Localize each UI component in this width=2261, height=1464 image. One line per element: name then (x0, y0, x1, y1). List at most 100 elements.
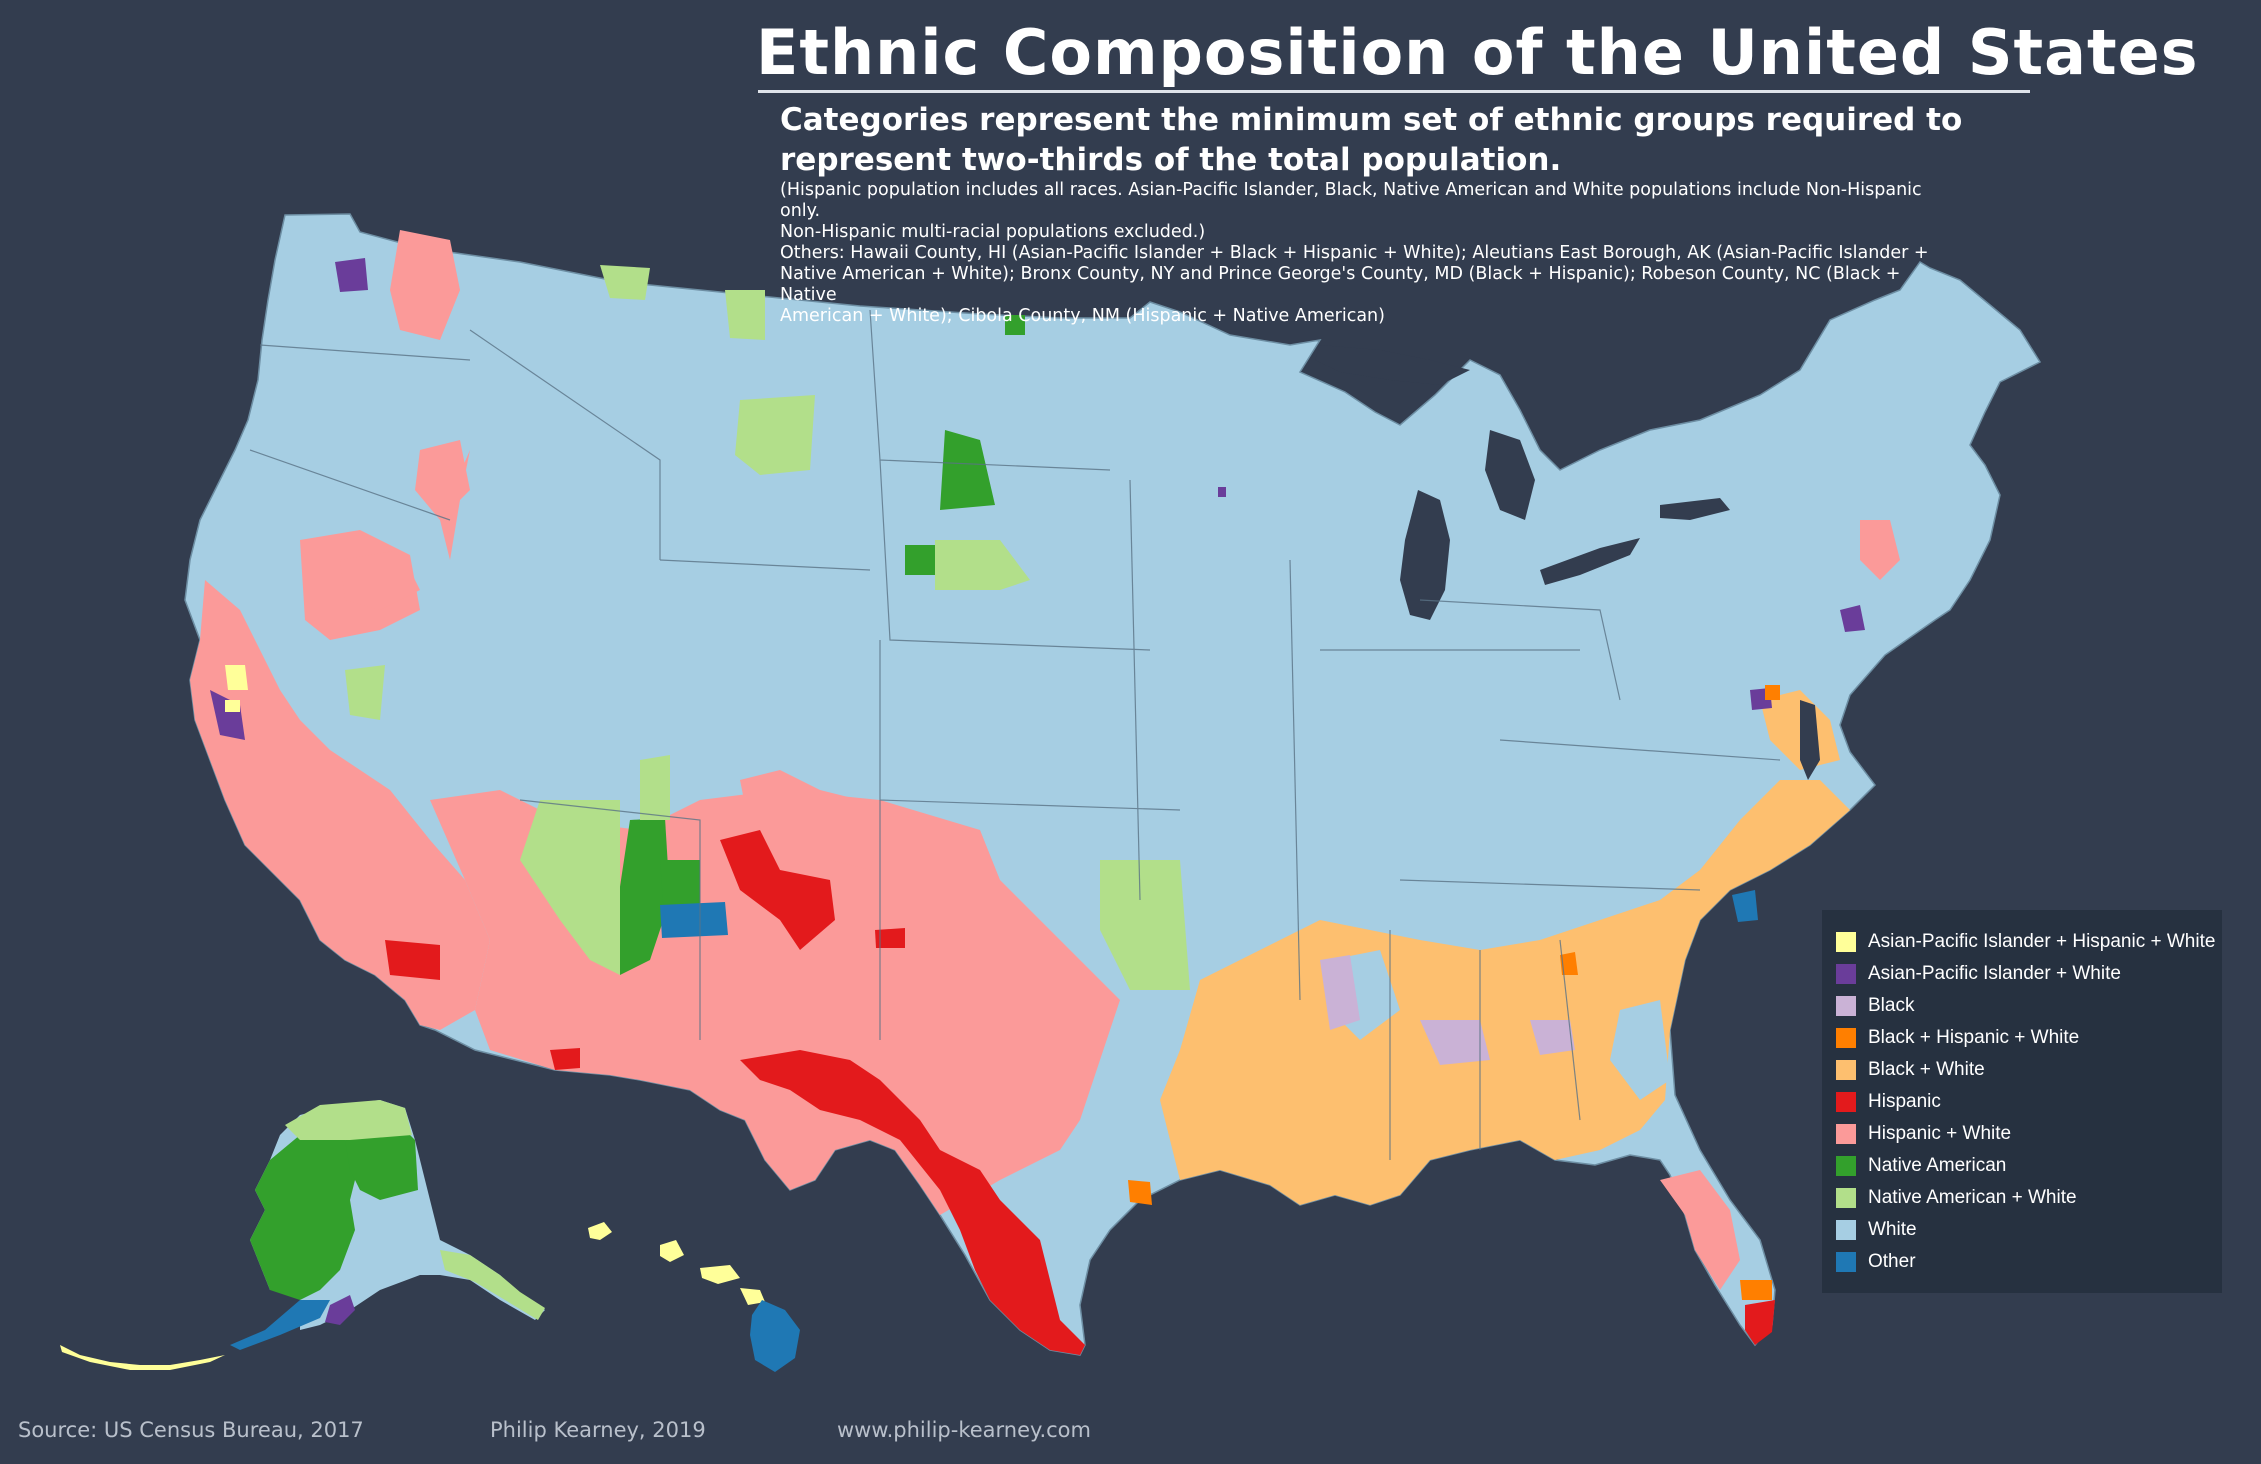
hawaii-oahu (660, 1240, 684, 1262)
region-florida-bhw (1740, 1280, 1772, 1300)
region-montana-native-white-2 (725, 290, 765, 340)
alaska-native-west (250, 1135, 360, 1300)
region-charlotte-bhw (1560, 952, 1578, 975)
legend-label: Native American + White (1868, 1187, 2077, 1208)
alaska-peninsula-other (230, 1300, 330, 1350)
map-title: Ethnic Composition of the United States (756, 16, 2199, 89)
region-imperial-hispanic (385, 940, 440, 980)
region-cibola-other (660, 902, 728, 938)
legend-swatch (1836, 964, 1856, 984)
legend-swatch (1836, 1156, 1856, 1176)
region-black-belt-1 (1320, 955, 1360, 1030)
hawaii-molokai (740, 1288, 765, 1305)
region-seattle-api-white (335, 258, 368, 292)
legend-label: Black (1868, 995, 1915, 1016)
hawaii-kauai (588, 1222, 612, 1240)
legend-label: White (1868, 1219, 1917, 1240)
region-montana-native-white-3 (600, 265, 650, 300)
legend-item: White (1836, 1214, 2210, 1246)
region-sd-native (940, 430, 995, 510)
region-washington-hw (390, 230, 460, 340)
note-line-5: American + White); Cibola County, NM (Hi… (780, 306, 1385, 326)
region-newmexico-hispanic (720, 830, 835, 950)
region-dc-bhw (1765, 685, 1780, 700)
map-subtitle: Categories represent the minimum set of … (780, 100, 2010, 180)
legend-label: Asian-Pacific Islander + Hispanic + Whit… (1868, 931, 2216, 952)
legend-swatch (1836, 1060, 1856, 1080)
region-houston-bhw (1128, 1180, 1152, 1205)
alaska-panhandle (440, 1250, 545, 1320)
website-link[interactable]: www.philip-kearney.com (837, 1418, 1091, 1442)
note-line-4: Native American + White); Bronx County, … (780, 264, 1901, 305)
legend-swatch (1836, 1028, 1856, 1048)
region-robeson-other (1732, 890, 1758, 922)
note-line-2: Non-Hispanic multi-racial populations ex… (780, 222, 1206, 242)
region-bay-api-hispanic-white (225, 665, 248, 690)
legend-item: Hispanic (1836, 1086, 2210, 1118)
legend-swatch (1836, 1092, 1856, 1112)
legend-item: Black + White (1836, 1054, 2210, 1086)
note-line-3: Others: Hawaii County, HI (Asian-Pacific… (780, 243, 1929, 263)
legend-label: Black + White (1868, 1059, 1985, 1080)
legend-swatch (1836, 932, 1856, 952)
region-oklahoma-native-white (1100, 860, 1190, 990)
lake-superior (1315, 345, 1470, 385)
region-oregon-east-hw (415, 440, 470, 520)
lake-ontario (1660, 498, 1730, 520)
alaska-kodiak (325, 1295, 355, 1325)
legend-item: Black + Hispanic + White (1836, 1022, 2210, 1054)
legend-swatch (1836, 1252, 1856, 1272)
author-credit: Philip Kearney, 2019 (490, 1418, 706, 1442)
source-credit: Source: US Census Bureau, 2017 (18, 1418, 364, 1442)
region-colorado-hw (740, 770, 880, 870)
region-bay-area-api-white (210, 690, 245, 740)
region-california-hispanic-white (190, 580, 490, 1030)
alaska-native-north (345, 1130, 418, 1200)
lake-michigan (1400, 490, 1450, 620)
lake-huron (1485, 430, 1535, 520)
title-underline (758, 90, 2030, 93)
region-northeast-hw (1860, 520, 1900, 580)
legend-item: Black (1836, 990, 2210, 1022)
region-texas-hispanic (740, 1050, 1085, 1355)
region-nevada-native-white (345, 665, 385, 720)
legend-swatch (1836, 996, 1856, 1016)
chesapeake-bay (1800, 700, 1820, 780)
legend-swatch (1836, 1188, 1856, 1208)
legend-label: Black + Hispanic + White (1868, 1027, 2080, 1048)
region-black-belt-3 (1530, 1020, 1575, 1055)
region-utah-native-white (640, 755, 670, 820)
region-navajo-native (618, 818, 670, 975)
lake-erie (1540, 538, 1640, 585)
subtitle-line-2: represent two-thirds of the total popula… (780, 142, 1562, 178)
legend-item: Native American + White (1836, 1182, 2210, 1214)
region-southeast-black-white (1160, 780, 1850, 1205)
map-notes: (Hispanic population includes all races.… (780, 180, 1950, 327)
legend-item: Other (1836, 1246, 2210, 1278)
region-sd-native-white (935, 540, 1030, 590)
map-legend: Asian-Pacific Islander + Hispanic + Whit… (1822, 910, 2222, 1293)
note-line-1: (Hispanic population includes all races.… (780, 180, 1922, 221)
state-borders (249, 309, 1781, 1160)
hawaii-maui (700, 1265, 740, 1284)
legend-item: Asian-Pacific Islander + Hispanic + Whit… (1836, 926, 2215, 958)
region-southeast-white-1 (1610, 1000, 1670, 1100)
legend-swatch (1836, 1124, 1856, 1144)
region-nd-native (1005, 315, 1025, 335)
region-miami-hispanic (1745, 1300, 1775, 1345)
region-bay-api-hispanic-white-2 (225, 700, 240, 712)
region-montana-native-white-1 (735, 395, 815, 475)
legend-item: Hispanic + White (1836, 1118, 2210, 1150)
region-mn-api-white (1218, 487, 1226, 497)
region-nm-hispanic-2 (875, 928, 905, 948)
legend-label: Asian-Pacific Islander + White (1868, 963, 2121, 984)
region-arizona-native-white (520, 800, 620, 975)
legend-label: Hispanic (1868, 1091, 1941, 1112)
hawaii-big-island (750, 1300, 800, 1372)
region-sd-native-2 (905, 545, 935, 575)
legend-item: Asian-Pacific Islander + White (1836, 958, 2210, 990)
region-nyc-api-white (1840, 605, 1865, 632)
alaska-native-white-north (285, 1100, 412, 1140)
region-idaho-hw (340, 550, 420, 610)
